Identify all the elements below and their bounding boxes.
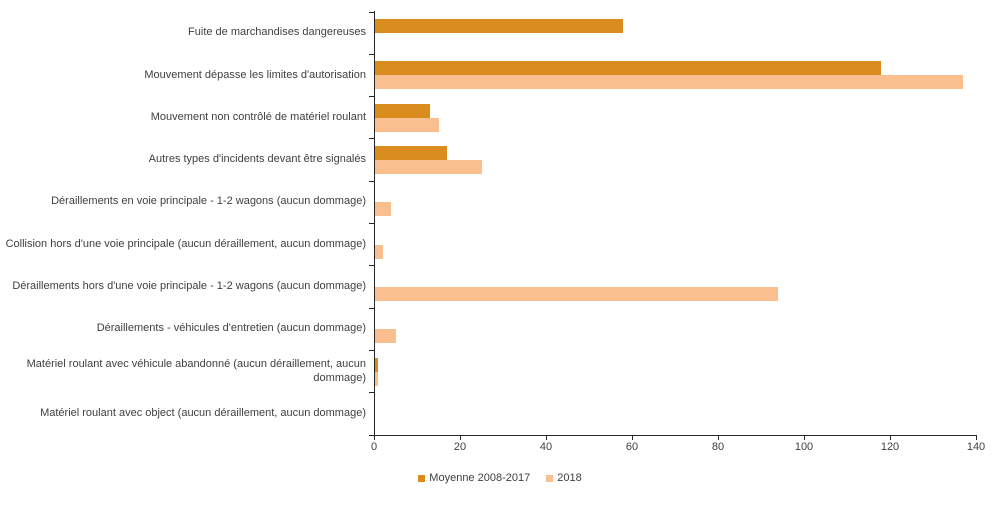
legend-item: 2018 [546, 472, 582, 484]
y-tick-mark [369, 434, 374, 436]
y-axis-ticks [369, 11, 374, 436]
bar-group [374, 12, 976, 54]
x-tick-label: 20 [453, 441, 467, 453]
category-label: Mouvement dépasse les limites d'autorisa… [144, 68, 366, 81]
x-tick-mark [460, 436, 461, 440]
y-axis-line [374, 11, 375, 436]
category-label: Matériel roulant avec object (aucun déra… [40, 406, 366, 419]
x-tick-label: 40 [539, 441, 553, 453]
y-tick-mark [369, 53, 374, 55]
x-tick-label: 80 [711, 441, 725, 453]
y-tick-mark [369, 11, 374, 13]
legend-item: Moyenne 2008-2017 [418, 472, 530, 484]
legend-swatch [418, 474, 426, 482]
bar-2018 [374, 286, 779, 301]
chart-row: Mouvement non contrôlé de matériel roula… [0, 97, 977, 139]
category-label: Déraillements - véhicules d'entretien (a… [96, 322, 366, 335]
x-tick-label: 60 [625, 441, 639, 453]
y-tick-mark [369, 96, 374, 98]
plot-rows: Fuite de marchandises dangereuses Mouveme… [0, 12, 977, 435]
category-label: Matériel roulant avec véhicule abandonné… [26, 357, 366, 384]
x-tick-mark [546, 436, 547, 440]
y-tick-mark [369, 307, 374, 309]
legend-label: Moyenne 2008-2017 [429, 472, 531, 484]
x-tick-mark [632, 436, 633, 440]
chart-row: Matériel roulant avec object (aucun déra… [0, 393, 977, 435]
bar-moyenne-2008-2017 [374, 19, 624, 34]
bar-moyenne-2008-2017 [374, 146, 448, 161]
bar-group [374, 97, 976, 139]
bar-2018 [374, 75, 964, 90]
chart-row: Matériel roulant avec véhicule abandonné… [0, 350, 977, 392]
category-label: Autres types d'incidents devant être sig… [148, 153, 366, 166]
x-axis-line [374, 435, 977, 436]
x-tick-mark [374, 436, 375, 440]
x-tick-mark [804, 436, 805, 440]
bar-group [374, 223, 976, 265]
bar-moyenne-2008-2017 [374, 61, 882, 76]
bar-moyenne-2008-2017 [374, 103, 430, 118]
bar-group [374, 393, 976, 435]
bar-2018 [374, 202, 392, 217]
category-label: Collision hors d'une voie principale (au… [5, 237, 366, 250]
chart-row: Déraillements hors d'une voie principale… [0, 266, 977, 308]
x-tick-label: 140 [966, 441, 986, 453]
y-tick-mark [369, 138, 374, 140]
bar-2018 [374, 160, 482, 175]
chart-row: Mouvement dépasse les limites d'autorisa… [0, 54, 977, 96]
chart-row: Déraillements - véhicules d'entretien (a… [0, 308, 977, 350]
y-tick-mark [369, 180, 374, 182]
chart-row: Autres types d'incidents devant être sig… [0, 139, 977, 181]
legend: Moyenne 2008-2017 2018 [0, 472, 1000, 484]
x-tick-label: 100 [794, 441, 814, 453]
legend-swatch [546, 474, 554, 482]
category-label: Fuite de marchandises dangereuses [188, 26, 366, 39]
bar-2018 [374, 117, 439, 132]
bar-2018 [374, 244, 383, 259]
bar-group [374, 181, 976, 223]
category-label: Mouvement non contrôlé de matériel roula… [150, 110, 366, 123]
bar-moyenne-2008-2017 [374, 357, 379, 372]
y-tick-mark [369, 265, 374, 267]
legend-label: 2018 [557, 472, 582, 484]
bar-group [374, 54, 976, 96]
bar-group [374, 308, 976, 350]
x-tick-label: 120 [880, 441, 900, 453]
y-tick-mark [369, 223, 374, 224]
x-tick-mark [890, 436, 891, 440]
bar-2018 [374, 371, 379, 386]
x-tick-mark [718, 436, 719, 440]
bar-group [374, 350, 976, 392]
x-tick-mark [976, 436, 977, 440]
chart-row: Fuite de marchandises dangereuses [0, 12, 977, 54]
bar-group [374, 266, 976, 308]
bar-group [374, 139, 976, 181]
bar-2018 [374, 329, 396, 344]
x-tick-label: 0 [370, 441, 378, 453]
x-axis: 0 20 40 60 80 100 120 140 [370, 436, 985, 458]
category-label: Déraillements en voie principale - 1-2 w… [51, 195, 366, 208]
category-label: Déraillements hors d'une voie principale… [12, 280, 366, 293]
chart-row: Déraillements en voie principale - 1-2 w… [0, 181, 977, 223]
y-tick-mark [369, 392, 374, 394]
chart-row: Collision hors d'une voie principale (au… [0, 223, 977, 265]
y-tick-mark [369, 349, 374, 351]
